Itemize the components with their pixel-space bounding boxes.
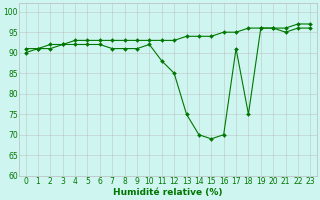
- X-axis label: Humidité relative (%): Humidité relative (%): [113, 188, 223, 197]
